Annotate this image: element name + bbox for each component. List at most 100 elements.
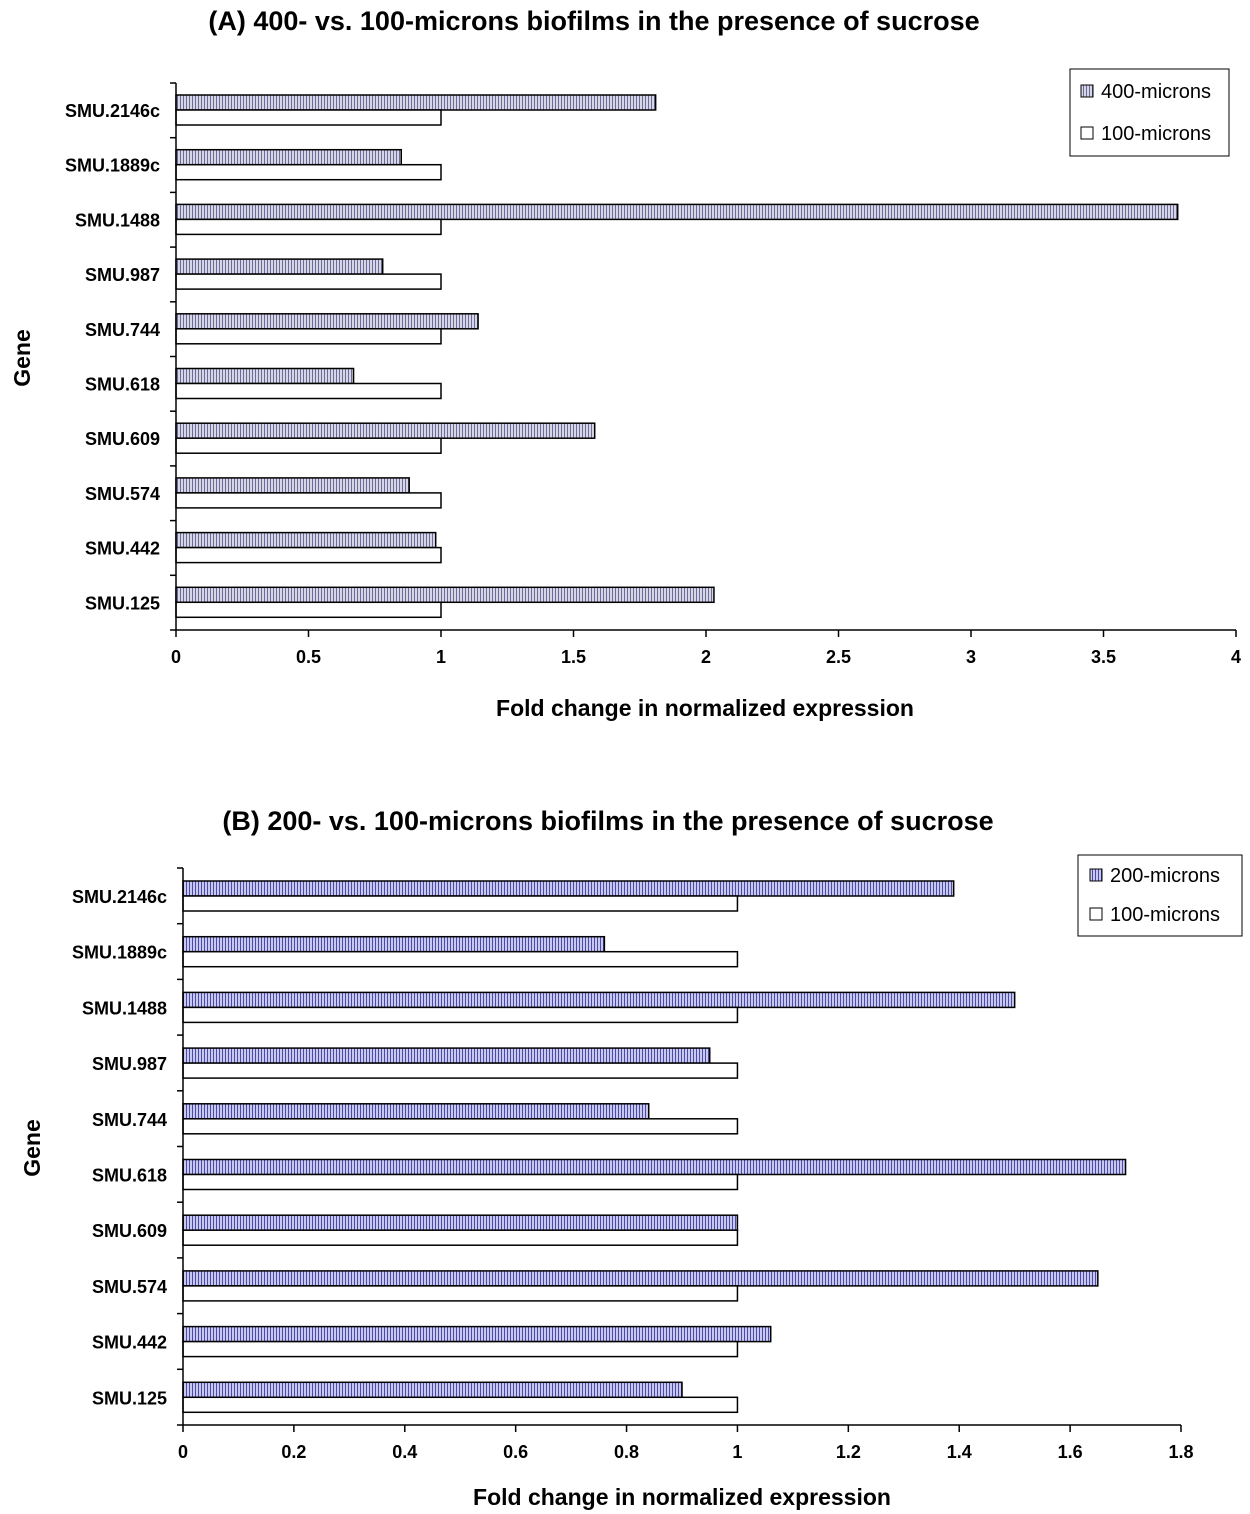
chart-a-title: (A) 400- vs. 100-microns biofilms in the… <box>208 6 979 36</box>
chart-b-x-tick-label: 0.4 <box>392 1442 417 1462</box>
chart-b-title: (B) 200- vs. 100-microns biofilms in the… <box>222 806 993 836</box>
chart-a-legend-swatch-400 <box>1080 84 1094 98</box>
chart-a-legend-label-400: 400-microns <box>1101 81 1211 103</box>
chart-b-bar-series1-smu-1889c <box>182 935 606 953</box>
chart-a: (A) 400- vs. 100-microns biofilms in the… <box>9 6 1241 721</box>
chart-b-legend-swatch-100 <box>1089 907 1103 921</box>
chart-a-legend-label-100: 100-microns <box>1101 123 1211 145</box>
chart-a-category-label: SMU.609 <box>85 429 160 449</box>
chart-a-bar-series2-smu-618 <box>175 382 442 400</box>
chart-b-x-tick-label: 0 <box>178 1442 188 1462</box>
chart-b-category-label: SMU.987 <box>92 1054 167 1074</box>
chart-b-bar-series1-smu-442 <box>182 1325 772 1343</box>
chart-b-bar-series1-smu-609 <box>182 1214 739 1231</box>
chart-a-category-label: SMU.1488 <box>75 210 160 230</box>
chart-b-bar-series1-smu-987 <box>182 1047 711 1064</box>
chart-a-bar-series2-smu-442 <box>175 546 442 564</box>
chart-b-bar-series1-smu-618 <box>182 1158 1127 1176</box>
chart-b-category-label: SMU.2146c <box>72 887 167 907</box>
chart-b-legend-swatch-200 <box>1089 868 1103 882</box>
chart-b-x-tick-label: 0.8 <box>614 1442 639 1462</box>
chart-b-y-axis-title: Gene <box>19 1119 45 1177</box>
chart-b-bar-series2-smu-987 <box>182 1062 739 1079</box>
chart-b-category-label: SMU.574 <box>92 1277 167 1297</box>
chart-b-bar-series2-smu-1889c <box>182 950 739 968</box>
chart-b-category-label: SMU.744 <box>92 1110 167 1130</box>
chart-b-category-labels: SMU.2146c SMU.1889c SMU.1488 SMU.987 SMU.744… <box>72 887 167 1408</box>
chart-a-category-label: SMU.1889c <box>65 156 160 176</box>
chart-b-x-tick-label: 0.2 <box>281 1442 306 1462</box>
chart-a-bar-series1-smu-1889c <box>175 148 402 166</box>
chart-a-category-label: SMU.987 <box>85 265 160 285</box>
chart-b-bar-series1-smu-574 <box>182 1270 1099 1287</box>
chart-b-category-label: SMU.442 <box>92 1333 167 1353</box>
chart-a-axes <box>170 82 1237 637</box>
chart-b-legend: 200-microns 100-microns <box>1077 854 1243 937</box>
chart-a-legend-swatch-100 <box>1080 126 1094 140</box>
chart-a-x-tick-label: 2 <box>701 647 711 667</box>
chart-a-category-label: SMU.744 <box>85 320 160 340</box>
chart-b-bar-series2-smu-618 <box>182 1173 739 1191</box>
chart-a-bar-series2-smu-1488 <box>175 218 442 236</box>
chart-a-bar-series1-smu-987 <box>175 258 384 275</box>
chart-a-x-tick-label: 1 <box>436 647 446 667</box>
chart-b-category-label: SMU.1889c <box>72 943 167 963</box>
chart-b-bar-series2-smu-744 <box>182 1118 739 1135</box>
chart-a-bars <box>175 94 1179 619</box>
chart-a-x-tick-label: 0 <box>171 647 181 667</box>
chart-a-bar-series2-smu-2146c <box>175 109 442 126</box>
chart-a-x-tick-label: 3 <box>966 647 976 667</box>
chart-a-category-label: SMU.2146c <box>65 101 160 121</box>
chart-a-category-labels: SMU.2146c SMU.1889c SMU.1488 SMU.987 SMU.744… <box>65 101 160 613</box>
chart-b-bar-series2-smu-125 <box>182 1396 739 1414</box>
chart-b-x-tick-label: 0.6 <box>503 1442 528 1462</box>
chart-b-bar-series2-smu-574 <box>182 1285 739 1302</box>
chart-a-bar-series1-smu-744 <box>175 313 479 330</box>
chart-a-bar-series2-smu-609 <box>175 437 442 454</box>
chart-b-legend-box <box>1077 854 1243 937</box>
chart-a-category-label: SMU.442 <box>85 539 160 559</box>
chart-b: (B) 200- vs. 100-microns biofilms in the… <box>19 806 1243 1510</box>
chart-a-x-tick-label: 3.5 <box>1091 647 1116 667</box>
chart-b-x-tick-label: 1 <box>732 1442 742 1462</box>
chart-b-bars <box>182 880 1127 1414</box>
chart-a-legend: 400-microns 100-microns <box>1069 68 1230 157</box>
chart-b-legend-label-100: 100-microns <box>1110 904 1220 926</box>
chart-b-x-tick-label: 1.4 <box>947 1442 972 1462</box>
chart-a-bar-series1-smu-574 <box>175 477 410 494</box>
chart-a-category-label: SMU.125 <box>85 593 160 613</box>
chart-b-bar-series1-smu-125 <box>182 1381 683 1399</box>
chart-a-bar-series1-smu-442 <box>175 531 437 549</box>
chart-b-x-tick-label: 1.8 <box>1168 1442 1193 1462</box>
chart-a-x-tick-label: 4 <box>1231 647 1241 667</box>
chart-a-x-tick-label: 2.5 <box>826 647 851 667</box>
chart-b-x-tick-labels: 0 0.2 0.4 0.6 0.8 1 1.2 1.4 1.6 1.8 <box>178 1442 1194 1462</box>
chart-a-bar-series1-smu-618 <box>175 367 355 385</box>
chart-b-bar-series2-smu-442 <box>182 1340 739 1358</box>
chart-a-y-axis-title: Gene <box>9 329 35 387</box>
chart-b-axes <box>177 867 1182 1432</box>
chart-b-category-label: SMU.125 <box>92 1388 167 1408</box>
chart-b-x-axis-title: Fold change in normalized expression <box>473 1484 891 1510</box>
chart-a-bar-series2-smu-574 <box>175 492 442 509</box>
chart-a-bar-series2-smu-1889c <box>175 163 442 181</box>
chart-a-category-label: SMU.618 <box>85 375 160 395</box>
chart-a-x-tick-label: 0.5 <box>296 647 321 667</box>
chart-a-x-tick-label: 1.5 <box>561 647 586 667</box>
chart-a-x-axis-title: Fold change in normalized expression <box>496 695 914 721</box>
chart-a-bar-series2-smu-987 <box>175 273 442 290</box>
chart-a-bar-series2-smu-125 <box>175 601 442 619</box>
chart-a-bar-series1-smu-2146c <box>175 94 657 111</box>
chart-a-bar-series1-smu-125 <box>175 586 715 604</box>
chart-b-category-label: SMU.618 <box>92 1166 167 1186</box>
chart-a-bar-series1-smu-609 <box>175 422 596 439</box>
chart-a-bar-series1-smu-1488 <box>175 203 1179 221</box>
chart-a-legend-box <box>1069 68 1230 157</box>
chart-b-x-tick-label: 1.2 <box>836 1442 861 1462</box>
chart-a-category-label: SMU.574 <box>85 484 160 504</box>
chart-a-x-tick-labels: 0 0.5 1 1.5 2 2.5 3 3.5 4 <box>171 647 1241 667</box>
chart-b-bar-series1-smu-744 <box>182 1103 650 1120</box>
chart-b-bar-series2-smu-2146c <box>182 895 739 912</box>
chart-b-category-label: SMU.1488 <box>82 998 167 1018</box>
